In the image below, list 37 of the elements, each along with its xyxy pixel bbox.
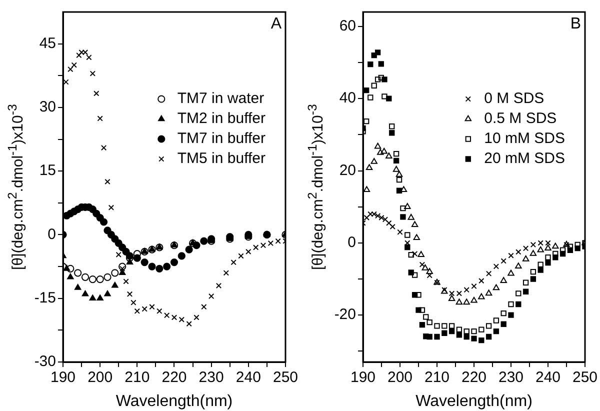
x-axis-title: Wavelength(nm): [416, 392, 532, 410]
legend-label: 20 mM SDS: [484, 150, 566, 168]
y-tick-label: 20: [339, 162, 356, 179]
x-tick-label: 250: [272, 369, 298, 386]
legend-label: TM7 in water: [177, 90, 264, 108]
y-tick-label: 60: [339, 18, 356, 35]
x-tick-label: 240: [236, 369, 261, 386]
x-tick-label: 190: [50, 369, 76, 386]
x-tick-label: 220: [162, 369, 187, 386]
annotation: A: [270, 15, 282, 32]
y-tick-label: 30: [39, 98, 56, 116]
x-tick-label: 210: [424, 369, 450, 386]
x-tick-label: 190: [350, 369, 376, 386]
x-tick-label: 250: [572, 369, 598, 386]
x-tick-label: 230: [498, 369, 524, 386]
x-tick-label: 200: [88, 369, 113, 386]
legend-label: 0 M SDS: [484, 90, 544, 108]
x-tick-label: 220: [461, 369, 487, 386]
y-tick-label: -30: [34, 353, 56, 370]
y-tick-label: -15: [34, 290, 56, 307]
y-tick-label: 45: [39, 34, 56, 52]
y-tick-label: 40: [339, 90, 356, 107]
legend-label: 10 mM SDS: [484, 130, 566, 148]
x-tick-label: 230: [198, 369, 224, 386]
legend-label: TM2 in buffer: [177, 110, 266, 128]
annotation: B: [570, 15, 581, 32]
x-tick-label: 210: [124, 369, 150, 386]
y-tick-label: 0: [48, 226, 56, 243]
legend-label: 0.5 M SDS: [484, 110, 557, 128]
y-tick-label: 15: [39, 162, 56, 180]
y-tick-label: 0: [348, 234, 356, 252]
legend-label: TM7 in buffer: [177, 130, 266, 148]
x-tick-label: 240: [535, 369, 561, 386]
x-tick-label: 200: [387, 369, 413, 386]
y-tick-label: -20: [334, 306, 356, 324]
x-axis-title: Wavelength(nm): [116, 392, 233, 410]
legend-label: TM5 in buffer: [177, 150, 266, 168]
